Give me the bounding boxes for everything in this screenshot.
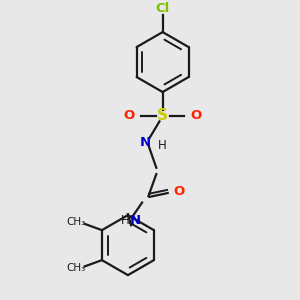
Text: O: O: [173, 185, 185, 198]
Text: Cl: Cl: [155, 2, 170, 15]
Text: CH₃: CH₃: [66, 263, 86, 273]
Text: O: O: [191, 109, 202, 122]
Text: N: N: [140, 136, 151, 149]
Text: H: H: [158, 139, 167, 152]
Text: H: H: [121, 214, 130, 227]
Text: O: O: [123, 109, 134, 122]
Text: S: S: [157, 108, 168, 123]
Text: N: N: [130, 214, 141, 227]
Text: CH₃: CH₃: [66, 217, 86, 227]
